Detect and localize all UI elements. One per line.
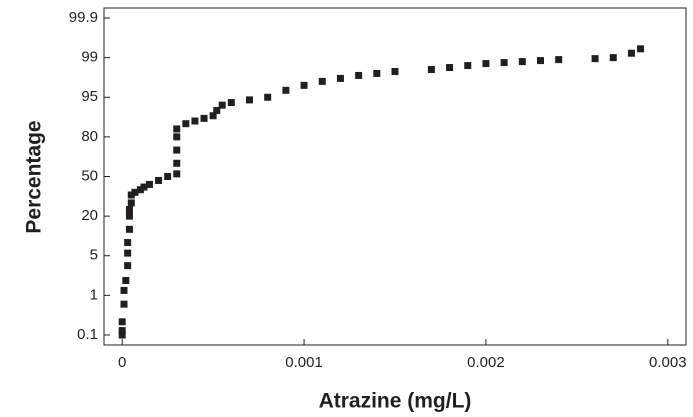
point — [300, 81, 308, 89]
point — [482, 60, 490, 68]
x-tick-label: 0.002 — [467, 354, 505, 371]
point — [173, 146, 181, 154]
y-tick-label: 20 — [81, 207, 98, 224]
point — [555, 56, 563, 64]
point — [125, 212, 133, 220]
x-tick-label: 0 — [118, 354, 126, 371]
point — [200, 114, 208, 122]
point — [218, 101, 226, 109]
y-tick-label: 80 — [81, 128, 98, 145]
point — [609, 54, 617, 62]
point — [427, 66, 435, 74]
point — [127, 199, 135, 207]
point — [191, 117, 199, 125]
point — [125, 206, 133, 214]
y-tick-label: 1 — [90, 286, 98, 303]
point — [446, 64, 454, 72]
y-tick-label: 5 — [90, 247, 98, 264]
x-axis-title: Atrazine (mg/L) — [319, 390, 472, 413]
point — [118, 318, 126, 326]
point — [282, 86, 290, 94]
point — [627, 49, 635, 57]
point — [209, 112, 217, 120]
point — [637, 45, 645, 53]
y-tick-label: 50 — [81, 167, 98, 184]
point — [127, 191, 135, 199]
point — [264, 93, 272, 101]
point — [118, 331, 126, 339]
plot-frame — [103, 7, 687, 346]
x-tick-label: 0.001 — [285, 354, 323, 371]
point — [537, 57, 544, 65]
y-axis-title: Percentage — [23, 120, 46, 233]
point — [391, 67, 399, 75]
y-tick-label: 99 — [81, 49, 98, 66]
point — [500, 59, 508, 67]
point — [246, 96, 253, 104]
point — [173, 159, 181, 167]
point — [227, 99, 235, 107]
point — [131, 188, 139, 196]
point — [518, 58, 526, 66]
point — [122, 277, 130, 285]
point — [124, 262, 132, 270]
x-tick-label: 0.003 — [649, 354, 687, 371]
point — [173, 133, 181, 141]
y-tick-label: 99.9 — [69, 9, 98, 26]
point — [173, 125, 181, 133]
point — [336, 74, 344, 82]
point — [591, 55, 599, 63]
point — [124, 249, 132, 257]
point — [355, 71, 363, 79]
point — [173, 170, 181, 178]
point — [140, 183, 148, 191]
point — [318, 77, 326, 85]
point — [124, 239, 132, 247]
point — [120, 300, 128, 308]
point — [213, 106, 221, 114]
point — [136, 186, 144, 194]
point — [118, 327, 126, 335]
point — [145, 180, 153, 188]
point — [373, 69, 381, 77]
point — [464, 62, 472, 70]
point — [182, 120, 190, 128]
y-tick-label: 95 — [81, 88, 98, 105]
point — [155, 176, 163, 184]
y-tick-label: 0.1 — [77, 326, 98, 343]
point — [125, 225, 133, 233]
point — [120, 286, 128, 294]
point — [164, 173, 172, 180]
